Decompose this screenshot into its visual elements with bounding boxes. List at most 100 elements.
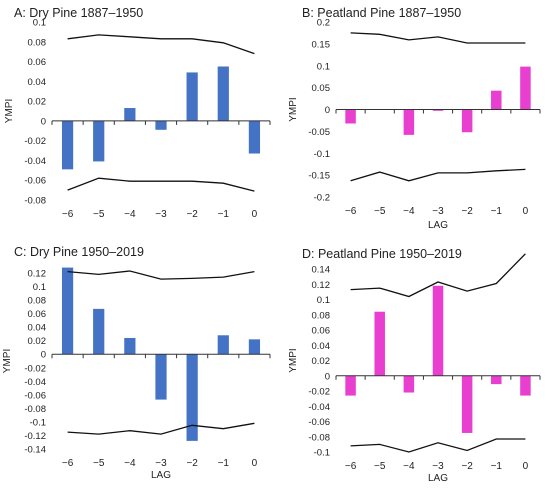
panel-c-xtick-label: −4 bbox=[124, 458, 136, 469]
panel-c-ytick-label: 0.06 bbox=[28, 309, 47, 320]
panel-b-bar bbox=[461, 109, 473, 133]
panel-b-bar bbox=[491, 90, 502, 110]
panel-d-bar bbox=[432, 285, 444, 376]
panel-a-bar bbox=[93, 120, 105, 162]
panel-b-ytick-label: -0.15 bbox=[308, 171, 330, 182]
panel-a-lower-bound-line bbox=[67, 177, 255, 192]
panel-b-xtick-label: −1 bbox=[491, 206, 503, 217]
panel-b-ytick-label: 0.05 bbox=[312, 83, 331, 94]
panel-c-xtick-label: −5 bbox=[93, 458, 105, 469]
panel-a-ytick-label: 0.06 bbox=[28, 57, 47, 68]
panel-d-xtick-label: −6 bbox=[345, 461, 357, 472]
panel-c-bar bbox=[155, 354, 167, 400]
panel-b-ytick-label: 0.15 bbox=[312, 39, 331, 50]
panel-b-bar bbox=[432, 109, 444, 111]
panel-c-ytick-label: -0.1 bbox=[30, 417, 46, 428]
panel-a-xtick-label: −6 bbox=[62, 209, 74, 220]
panel-b-bar bbox=[403, 109, 415, 135]
panel-d-title: D: Peatland Pine 1950–2019 bbox=[302, 247, 462, 261]
panel-a-ytick-label: 0.08 bbox=[28, 37, 47, 48]
panel-b-xtick-label: −5 bbox=[374, 206, 386, 217]
panel-c-xtick-label: −6 bbox=[62, 458, 74, 469]
panel-b-ytick-label: 0.2 bbox=[317, 18, 330, 29]
panel-d-ytick-label: 0.08 bbox=[312, 310, 331, 321]
panel-d-bar bbox=[461, 375, 473, 433]
panel-a-title: A: Dry Pine 1887–1950 bbox=[14, 6, 143, 20]
panel-a-ytick-label: -0.06 bbox=[24, 176, 46, 187]
panel-a-xtick-label: −4 bbox=[124, 209, 136, 220]
panel-d-lower-bound-line bbox=[350, 438, 526, 453]
panel-d-bar bbox=[491, 375, 502, 385]
panel-c-xtick-label: −3 bbox=[155, 458, 167, 469]
panel-d-ytick-label: -0.08 bbox=[308, 432, 330, 443]
panel-c-ytick-label: 0.02 bbox=[28, 336, 47, 347]
panel-c-ytick-label: 0.08 bbox=[28, 296, 47, 307]
panel-a-ytick-label: 0 bbox=[41, 116, 46, 127]
panel-a-upper-bound-line bbox=[67, 34, 255, 55]
panel-d-xlabel: LAG bbox=[428, 473, 448, 484]
panel-c-bar bbox=[186, 354, 198, 441]
panel-a-bar bbox=[124, 108, 136, 121]
panel-d-xtick-label: −5 bbox=[374, 461, 386, 472]
panel-c-xtick-label: −1 bbox=[218, 458, 230, 469]
panel-b-ytick-label: -0.05 bbox=[308, 127, 330, 138]
panel-a-bar bbox=[248, 120, 261, 154]
panel-d-bar bbox=[345, 375, 356, 396]
panel-c-bar bbox=[124, 337, 136, 355]
panel-c-ytick-label: -0.14 bbox=[24, 445, 46, 456]
panel-c-ytick-label: 0.1 bbox=[33, 282, 46, 293]
panel-b-xtick-label: −2 bbox=[461, 206, 473, 217]
panel-a-ytick-label: 0.1 bbox=[33, 18, 46, 29]
panel-d-ylabel: YMPI bbox=[288, 348, 299, 372]
panel-c-bar bbox=[248, 339, 261, 355]
panel-b-title: B: Peatland Pine 1887–1950 bbox=[302, 6, 461, 20]
panel-a-bar bbox=[186, 72, 198, 121]
panel-c-bar bbox=[61, 267, 74, 355]
panel-a-xtick-label: 0 bbox=[252, 209, 258, 220]
panel-c-ytick-label: 0.12 bbox=[28, 269, 47, 280]
panel-a-bar bbox=[155, 120, 167, 130]
panel-c-xlabel: LAG bbox=[151, 470, 171, 481]
panel-c-ytick-label: 0 bbox=[41, 350, 46, 361]
panel-c-ytick-label: -0.08 bbox=[24, 404, 46, 415]
panel-c-ytick-label: -0.06 bbox=[24, 390, 46, 401]
panel-a-xtick-label: −1 bbox=[218, 209, 230, 220]
panel-b-xlabel: LAG bbox=[428, 220, 448, 231]
panel-c-ylabel: YMPI bbox=[2, 349, 13, 373]
panel-d-xtick-label: −4 bbox=[403, 461, 415, 472]
panel-c-bar bbox=[217, 335, 229, 355]
panel-d-ytick-label: -0.04 bbox=[308, 402, 330, 413]
panel-a-ylabel: YMPI bbox=[4, 99, 15, 123]
panel-a-ytick-label: -0.02 bbox=[24, 136, 46, 147]
panel-d-xtick-label: −1 bbox=[491, 461, 503, 472]
panel-b-xtick-label: 0 bbox=[523, 206, 529, 217]
panel-b-xtick-label: −3 bbox=[432, 206, 444, 217]
panel-b-bar bbox=[520, 66, 531, 110]
panel-c-title: C: Dry Pine 1950–2019 bbox=[14, 245, 144, 259]
panel-b-ytick-label: -0.2 bbox=[314, 193, 330, 204]
panel-b-xtick-label: −6 bbox=[345, 206, 357, 217]
panel-d-bar bbox=[403, 375, 415, 393]
panel-d-ytick-label: 0.14 bbox=[312, 265, 331, 276]
panel-b-ylabel: YMPI bbox=[288, 97, 299, 121]
panel-c-ytick-label: 0.04 bbox=[28, 323, 47, 334]
panel-d-upper-bound-line bbox=[350, 253, 526, 298]
panel-a-ytick-label: -0.04 bbox=[24, 156, 46, 167]
panel-a-bar bbox=[217, 66, 229, 121]
panel-d-ytick-label: 0.1 bbox=[317, 295, 330, 306]
panel-c-ytick-label: -0.04 bbox=[24, 377, 46, 388]
panel-c-ytick-label: -0.12 bbox=[24, 431, 46, 442]
panel-a-ytick-label: 0.02 bbox=[28, 97, 47, 108]
panel-d-bar bbox=[520, 375, 531, 396]
panel-a-xtick-label: −2 bbox=[186, 209, 198, 220]
panel-d-xtick-label: 0 bbox=[523, 461, 529, 472]
panel-b-ytick-label: 0.1 bbox=[317, 61, 330, 72]
panel-b-ytick-label: 0 bbox=[325, 105, 330, 116]
panel-a-bar bbox=[61, 120, 74, 170]
panel-d-ytick-label: 0 bbox=[325, 371, 330, 382]
panel-c-xtick-label: −2 bbox=[186, 458, 198, 469]
panel-b-lower-bound-line bbox=[350, 168, 526, 182]
panel-d-xtick-label: −2 bbox=[461, 461, 473, 472]
panel-a-xtick-label: −3 bbox=[155, 209, 167, 220]
